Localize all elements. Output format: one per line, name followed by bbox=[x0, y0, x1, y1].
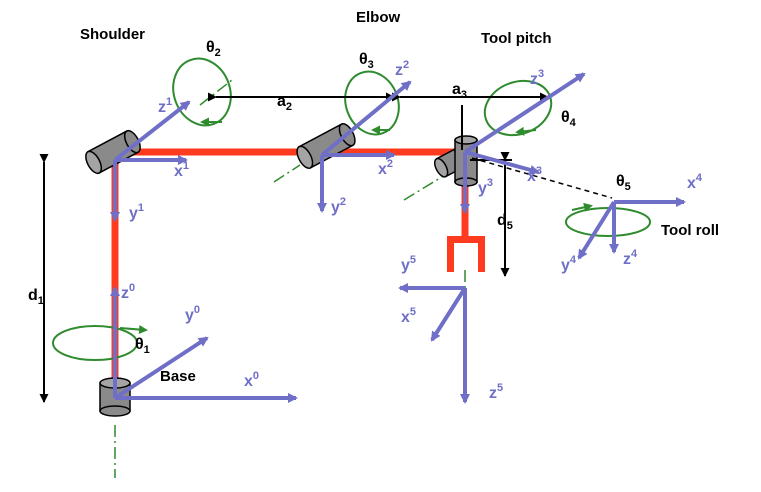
x0-label: x0 bbox=[244, 370, 259, 390]
theta4-rotation bbox=[483, 79, 553, 137]
tool-roll-offset-line bbox=[471, 157, 613, 199]
shoulder-axis-line bbox=[199, 79, 233, 106]
a3-label: a3 bbox=[452, 81, 467, 101]
joint-axes bbox=[114, 79, 466, 478]
shoulder-label: Shoulder bbox=[80, 26, 145, 43]
y4-label: y4 bbox=[561, 254, 577, 274]
gripper bbox=[447, 236, 485, 272]
z1-label: z1 bbox=[158, 96, 172, 116]
z2-label: z2 bbox=[395, 59, 409, 79]
x3-label: x3 bbox=[527, 165, 542, 185]
x5-label: x5 bbox=[401, 306, 416, 326]
tool-roll-label: Tool roll bbox=[661, 222, 719, 239]
a2-label: a2 bbox=[277, 93, 292, 113]
elbow-label: Elbow bbox=[356, 9, 400, 26]
y1-label: y1 bbox=[129, 202, 144, 222]
theta1-label: θ1 bbox=[135, 336, 150, 356]
tool-pitch-label: Tool pitch bbox=[481, 30, 552, 47]
d5-label: d5 bbox=[497, 212, 513, 232]
theta2-label: θ2 bbox=[206, 39, 221, 59]
frame-2 bbox=[317, 80, 412, 213]
y5-label: y5 bbox=[401, 254, 416, 274]
theta1-rotation bbox=[52, 325, 138, 361]
base-label: Base bbox=[160, 368, 196, 385]
x4-label: x4 bbox=[687, 172, 703, 192]
z0-label: z0 bbox=[121, 282, 135, 302]
links bbox=[111, 148, 469, 385]
z5-label: z5 bbox=[489, 382, 503, 402]
frame-3 bbox=[460, 72, 586, 214]
elbow-joint bbox=[296, 123, 356, 169]
elbow-axis-line bbox=[273, 164, 301, 183]
z4-label: z4 bbox=[623, 248, 638, 268]
frame-4 bbox=[577, 197, 686, 260]
shoulder-joint bbox=[85, 129, 141, 175]
x2-label: x2 bbox=[378, 158, 393, 178]
frame-5 bbox=[398, 283, 470, 404]
theta4-label: θ4 bbox=[561, 109, 577, 129]
theta2-rotation bbox=[172, 57, 232, 127]
frame-0 bbox=[110, 286, 298, 403]
y2-label: y2 bbox=[331, 196, 346, 216]
frame-1 bbox=[110, 100, 191, 222]
d1-label: d1 bbox=[28, 287, 44, 307]
x1-label: x1 bbox=[174, 160, 189, 180]
theta5-label: θ5 bbox=[616, 173, 631, 193]
rotation-indicators bbox=[52, 57, 651, 361]
theta3-label: θ3 bbox=[359, 51, 374, 71]
y0-label: y0 bbox=[185, 304, 200, 324]
y3-label: y3 bbox=[478, 177, 493, 197]
pitch-axis-line bbox=[403, 174, 446, 201]
z3-label: z3 bbox=[530, 68, 544, 88]
coordinate-frames bbox=[110, 72, 686, 404]
